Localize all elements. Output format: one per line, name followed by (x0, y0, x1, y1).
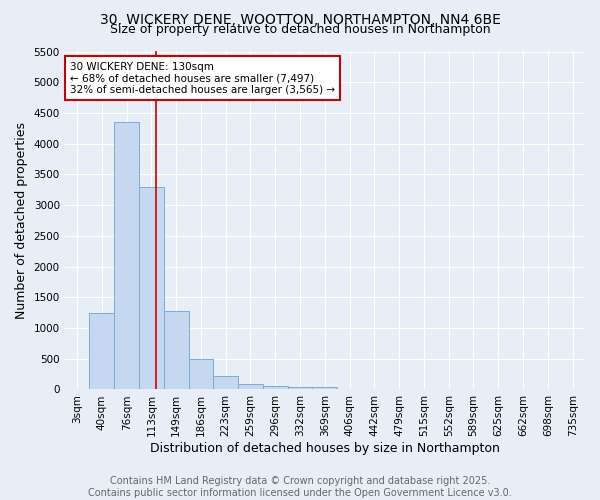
Bar (263, 386, 287, 390)
Bar (313, 388, 337, 390)
Bar (238, 384, 263, 390)
Text: 30, WICKERY DENE, WOOTTON, NORTHAMPTON, NN4 6BE: 30, WICKERY DENE, WOOTTON, NORTHAMPTON, … (100, 12, 500, 26)
X-axis label: Distribution of detached houses by size in Northampton: Distribution of detached houses by size … (150, 442, 500, 455)
Text: Size of property relative to detached houses in Northampton: Size of property relative to detached ho… (110, 24, 490, 36)
Bar (89, 312, 114, 390)
Bar (114, 122, 139, 390)
Bar (214, 376, 238, 390)
Bar (188, 358, 214, 390)
Text: 30 WICKERY DENE: 130sqm
← 68% of detached houses are smaller (7,497)
32% of semi: 30 WICKERY DENE: 130sqm ← 68% of detache… (70, 62, 335, 95)
Bar (287, 387, 313, 390)
Y-axis label: Number of detached properties: Number of detached properties (15, 122, 28, 319)
Bar (164, 311, 188, 390)
Text: Contains HM Land Registry data © Crown copyright and database right 2025.
Contai: Contains HM Land Registry data © Crown c… (88, 476, 512, 498)
Bar (139, 186, 164, 390)
